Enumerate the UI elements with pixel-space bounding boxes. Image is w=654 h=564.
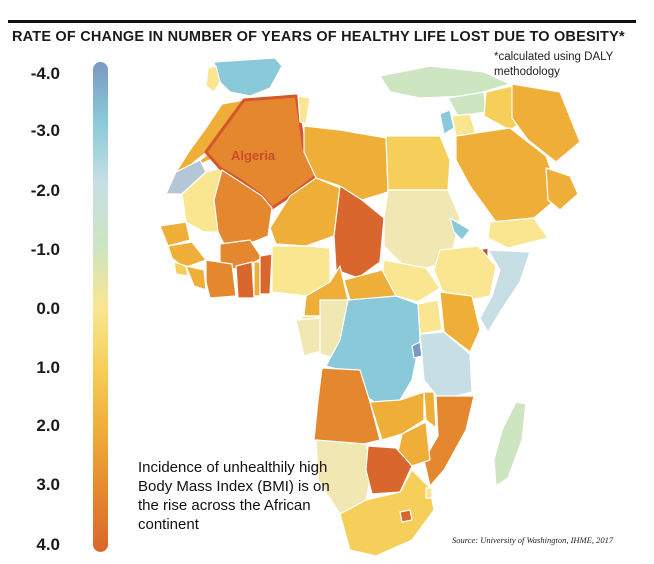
- zambia-region: [369, 391, 425, 441]
- levant-region: [439, 109, 455, 135]
- madagascar-region: [493, 401, 527, 487]
- legend-tick: 3.0: [36, 475, 60, 494]
- tanzania-region: [419, 331, 473, 401]
- caption-text: Incidence of unhealthily high Body Mass …: [138, 459, 330, 533]
- legend-tick: 1.0: [36, 358, 60, 377]
- ethiopia-region: [433, 245, 497, 303]
- jordan-region: [451, 113, 477, 137]
- uganda-region: [417, 299, 443, 335]
- legend-tick: 0.0: [36, 299, 60, 318]
- legend-color-bar: [93, 62, 108, 552]
- turkey-region: [379, 65, 511, 99]
- legend-tick: -3.0: [30, 121, 60, 140]
- somalia-region: [479, 249, 531, 333]
- malawi-region: [423, 391, 437, 429]
- zimbabwe-region: [397, 421, 431, 467]
- legend-tick: 4.0: [36, 535, 60, 554]
- south-africa-region: [339, 469, 435, 557]
- source-credit: Source: University of Washington, IHME, …: [452, 535, 614, 545]
- lesotho-region: [399, 509, 413, 523]
- legend-tick: -1.0: [30, 240, 60, 259]
- niger-region: [269, 177, 341, 247]
- chad-region: [333, 185, 385, 279]
- legend-tick: 2.0: [36, 416, 60, 435]
- togo-region: [253, 261, 261, 297]
- sierra-leone-region: [173, 261, 189, 277]
- methodology-note: *calculated using DALY methodology: [494, 51, 614, 78]
- iran-region: [511, 83, 581, 163]
- legend-tick: -4.0: [30, 64, 60, 83]
- oman-uae-region: [545, 167, 579, 211]
- yemen-region: [487, 217, 549, 249]
- kenya-region: [439, 291, 481, 353]
- ghana-region: [235, 261, 255, 299]
- benin-region: [259, 253, 273, 295]
- spain-region: [213, 57, 283, 97]
- eswatini-region: [425, 487, 433, 499]
- egypt-region: [385, 135, 451, 191]
- senegal-region: [159, 221, 191, 247]
- eritrea-region: [449, 217, 471, 241]
- mozambique-region: [423, 395, 475, 487]
- guinea-region: [167, 241, 207, 269]
- map-title: RATE OF CHANGE IN NUMBER OF YEARS OF HEA…: [12, 29, 625, 45]
- top-rule: [8, 20, 636, 23]
- legend-tick: -2.0: [30, 181, 60, 200]
- algeria-label: Algeria: [231, 148, 276, 163]
- tunisia-region: [297, 95, 311, 125]
- portugal-region: [205, 65, 221, 93]
- ivory-coast-region: [205, 259, 237, 299]
- liberia-region: [185, 265, 207, 291]
